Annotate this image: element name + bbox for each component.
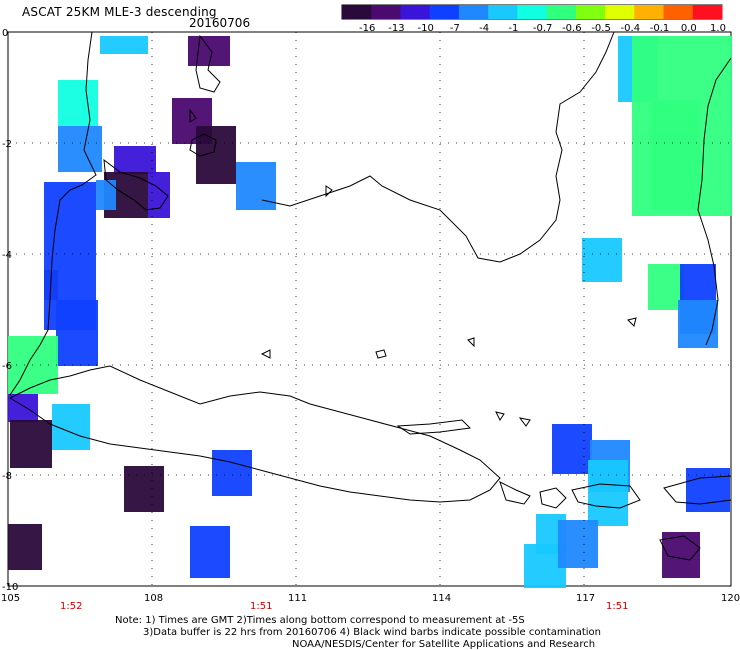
wind-cell xyxy=(650,100,700,210)
wind-cell xyxy=(582,238,622,282)
colorbar-label: -4 xyxy=(479,23,489,34)
colorbar-label: -10 xyxy=(418,23,434,34)
lat-tick-label: -8 xyxy=(2,471,12,482)
colorbar-swatch xyxy=(634,5,665,19)
note-line-1: Note: 1) Times are GMT 2)Times along bot… xyxy=(115,615,525,626)
colorbar-swatch xyxy=(458,5,489,19)
note-line-3: NOAA/NESDIS/Center for Satellite Applica… xyxy=(292,639,596,650)
coastlines xyxy=(8,31,732,561)
colorbar-label: -7 xyxy=(450,23,460,34)
lat-tick-label: -6 xyxy=(2,361,12,372)
lon-tick-label: 120 xyxy=(721,593,740,604)
colorbar-swatch xyxy=(517,5,548,19)
wind-cell xyxy=(678,300,718,348)
colorbar-label: -1 xyxy=(508,23,518,34)
wind-cell xyxy=(58,126,102,172)
wind-cell xyxy=(558,520,598,568)
wind-cell xyxy=(686,468,730,512)
colorbar-swatch xyxy=(546,5,577,19)
wind-cell xyxy=(552,424,592,474)
colorbar-swatch xyxy=(371,5,401,19)
colorbar-swatch xyxy=(605,5,635,19)
colorbar-swatch xyxy=(575,5,606,19)
wind-cell xyxy=(190,526,230,578)
colorbar-swatch xyxy=(663,5,694,19)
wind-cell xyxy=(114,146,156,174)
lon-tick-label: 111 xyxy=(288,593,307,604)
colorbar-label: -0.4 xyxy=(621,23,641,34)
wind-cell xyxy=(96,180,116,210)
colorbar xyxy=(341,4,723,20)
lon-tick-label: 114 xyxy=(432,593,451,604)
wind-cell xyxy=(188,36,230,66)
map-date: 20160706 xyxy=(189,16,251,30)
colorbar-label: 1.0 xyxy=(710,23,726,34)
colorbar-swatch xyxy=(342,5,372,19)
wind-cell xyxy=(10,420,52,468)
lon-tick-label: 108 xyxy=(144,593,163,604)
lat-tick-label: -10 xyxy=(2,582,18,593)
lon-tick-label: 105 xyxy=(1,593,20,604)
colorbar-swatch xyxy=(400,5,431,19)
colorbar-label: -16 xyxy=(359,23,375,34)
time-label: 1:51 xyxy=(250,601,272,612)
wind-cell xyxy=(58,80,98,126)
lat-lon-grid xyxy=(8,32,731,586)
wind-cell xyxy=(8,524,42,570)
lat-tick-label: -2 xyxy=(2,139,12,150)
colorbar-label: -0.7 xyxy=(533,23,553,34)
wind-cell xyxy=(148,172,170,218)
colorbar-label: -0.6 xyxy=(562,23,582,34)
wind-cell xyxy=(124,466,164,512)
wind-cell xyxy=(588,460,628,526)
colorbar-swatch xyxy=(429,5,460,19)
axis-labels: 105 108 111 114 117 120 0 -2 -4 -6 -8 -10 1:52 1:51 1:… xyxy=(1,28,740,612)
map-title: ASCAT 25KM MLE-3 descending xyxy=(22,5,217,19)
lat-tick-label: -4 xyxy=(2,250,12,261)
colorbar-labels: -16 -13 -10 -7 -4 -1 -0.7 -0.6 -0.5 -0.4 -0.1 0.0 1.… xyxy=(359,23,726,34)
wind-cell xyxy=(56,300,98,366)
wind-cell xyxy=(236,162,276,210)
wind-cell xyxy=(8,394,38,422)
wind-cell xyxy=(212,450,252,496)
colorbar-label: -0.5 xyxy=(591,23,611,34)
colorbar-label: 0.0 xyxy=(681,23,697,34)
time-label: 1:52 xyxy=(60,601,82,612)
wind-cell xyxy=(44,182,96,230)
colorbar-label: -13 xyxy=(388,23,404,34)
lon-tick-label: 117 xyxy=(576,593,595,604)
colorbar-swatch xyxy=(488,5,518,19)
wind-cell xyxy=(100,36,148,54)
colorbar-swatch xyxy=(692,5,723,19)
note-line-2: 3)Data buffer is 22 hrs from 20160706 4)… xyxy=(143,627,601,638)
colorbar-label: -0.1 xyxy=(650,23,670,34)
time-label: 1:51 xyxy=(606,601,628,612)
lat-tick-label: 0 xyxy=(2,28,8,39)
